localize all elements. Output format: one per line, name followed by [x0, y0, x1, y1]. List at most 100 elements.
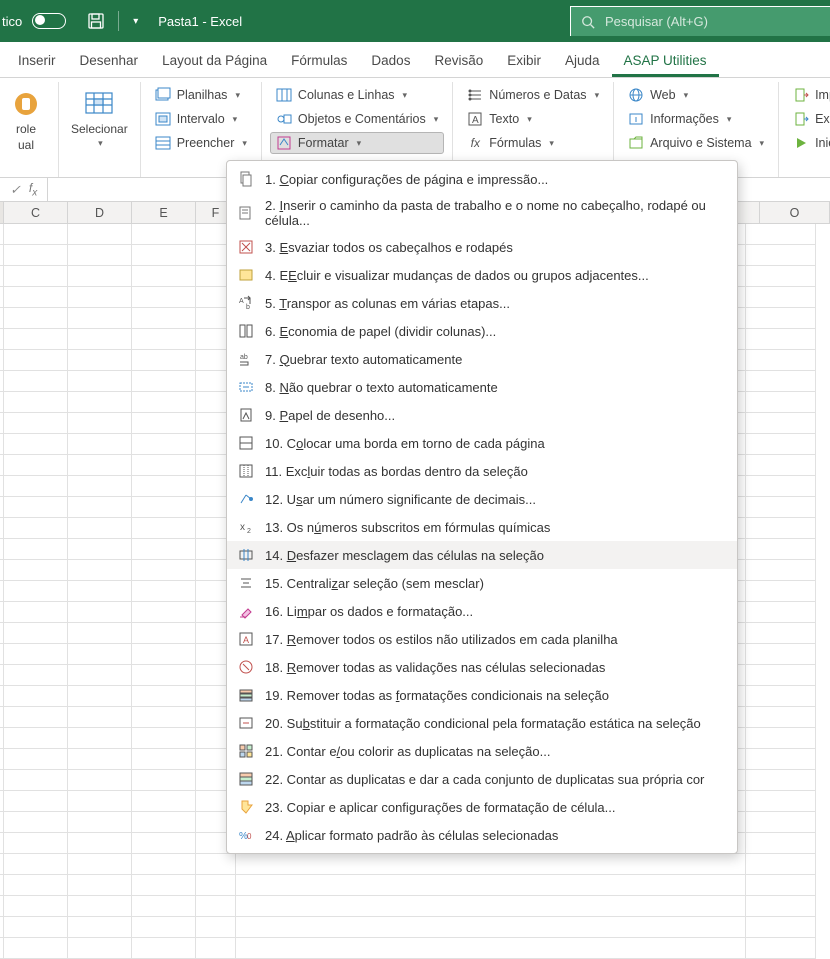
cell[interactable]	[132, 581, 196, 602]
cell[interactable]	[746, 329, 816, 350]
cell[interactable]	[132, 854, 196, 875]
col-o[interactable]: O	[760, 202, 830, 223]
cell[interactable]	[746, 518, 816, 539]
cell[interactable]	[68, 329, 132, 350]
preencher-button[interactable]: Preencher▾	[149, 132, 253, 154]
cell[interactable]	[4, 833, 68, 854]
cell[interactable]	[4, 581, 68, 602]
col-d[interactable]: D	[68, 202, 132, 223]
tab-inserir[interactable]: Inserir	[6, 45, 68, 77]
menu-item-5[interactable]: Ab5. Transpor as colunas em várias etapa…	[227, 289, 737, 317]
cell[interactable]	[236, 938, 746, 959]
menu-item-22[interactable]: 22. Contar as duplicatas e dar a cada co…	[227, 765, 737, 793]
menu-item-11[interactable]: 11. Excluir todas as bordas dentro da se…	[227, 457, 737, 485]
cell[interactable]	[68, 434, 132, 455]
cell[interactable]	[4, 644, 68, 665]
cell[interactable]	[132, 266, 196, 287]
cell[interactable]	[4, 875, 68, 896]
cell[interactable]	[4, 497, 68, 518]
arquivo-sistema-button[interactable]: Arquivo e Sistema▾	[622, 132, 770, 154]
cell[interactable]	[68, 770, 132, 791]
cell[interactable]	[236, 854, 746, 875]
cell[interactable]	[746, 644, 816, 665]
cell[interactable]	[132, 329, 196, 350]
cell[interactable]	[68, 875, 132, 896]
cell[interactable]	[132, 644, 196, 665]
cell[interactable]	[746, 854, 816, 875]
save-icon[interactable]	[82, 7, 110, 35]
cell[interactable]	[132, 224, 196, 245]
cell[interactable]	[68, 938, 132, 959]
cell[interactable]	[4, 917, 68, 938]
cell[interactable]	[746, 224, 816, 245]
cell[interactable]	[196, 917, 236, 938]
cell[interactable]	[4, 623, 68, 644]
cell[interactable]	[746, 392, 816, 413]
cell[interactable]	[196, 854, 236, 875]
cell[interactable]	[68, 560, 132, 581]
menu-item-7[interactable]: ab7. Quebrar texto automaticamente	[227, 345, 737, 373]
intervalo-button[interactable]: Intervalo▾	[149, 108, 253, 130]
cell[interactable]	[68, 665, 132, 686]
cell[interactable]	[746, 350, 816, 371]
cell[interactable]	[746, 497, 816, 518]
menu-item-23[interactable]: 23. Copiar e aplicar configurações de fo…	[227, 793, 737, 821]
cell[interactable]	[132, 896, 196, 917]
importar-button[interactable]: Importar▾	[787, 84, 830, 106]
cell[interactable]	[746, 875, 816, 896]
cell[interactable]	[4, 329, 68, 350]
cell[interactable]	[132, 833, 196, 854]
numeros-datas-button[interactable]: Números e Datas▾	[461, 84, 605, 106]
cell[interactable]	[4, 770, 68, 791]
cell[interactable]	[132, 623, 196, 644]
menu-item-1[interactable]: 1. Copiar configurações de página e impr…	[227, 165, 737, 193]
cell[interactable]	[4, 287, 68, 308]
cell[interactable]	[132, 602, 196, 623]
tab-revisao[interactable]: Revisão	[422, 45, 495, 77]
cell[interactable]	[746, 791, 816, 812]
cell[interactable]	[68, 854, 132, 875]
cell[interactable]	[4, 245, 68, 266]
cell[interactable]	[68, 287, 132, 308]
cell[interactable]	[132, 791, 196, 812]
cell[interactable]	[68, 686, 132, 707]
cell[interactable]	[4, 749, 68, 770]
cell[interactable]	[4, 728, 68, 749]
cell[interactable]	[236, 896, 746, 917]
menu-item-8[interactable]: 8. Não quebrar o texto automaticamente	[227, 373, 737, 401]
tab-dados[interactable]: Dados	[359, 45, 422, 77]
cell[interactable]	[68, 812, 132, 833]
cell[interactable]	[68, 644, 132, 665]
iniciar-button[interactable]: Iniciar▾	[787, 132, 830, 154]
cell[interactable]	[746, 749, 816, 770]
cell[interactable]	[236, 917, 746, 938]
cell[interactable]	[746, 371, 816, 392]
cell[interactable]	[746, 686, 816, 707]
cell[interactable]	[68, 917, 132, 938]
cell[interactable]	[4, 224, 68, 245]
menu-item-4[interactable]: 4. EEcluir e visualizar mudanças de dado…	[227, 261, 737, 289]
cell[interactable]	[746, 938, 816, 959]
cell[interactable]	[132, 413, 196, 434]
cell[interactable]	[746, 245, 816, 266]
cell[interactable]	[746, 434, 816, 455]
formatar-button[interactable]: Formatar▾	[270, 132, 444, 154]
cell[interactable]	[68, 728, 132, 749]
cell[interactable]	[4, 455, 68, 476]
menu-item-19[interactable]: 19. Remover todas as formatações condici…	[227, 681, 737, 709]
cell[interactable]	[132, 245, 196, 266]
cell[interactable]	[746, 266, 816, 287]
cell[interactable]	[132, 308, 196, 329]
cell[interactable]	[68, 266, 132, 287]
cell[interactable]	[68, 245, 132, 266]
menu-item-16[interactable]: 16. Limpar os dados e formatação...	[227, 597, 737, 625]
cell[interactable]	[746, 896, 816, 917]
cell[interactable]	[132, 665, 196, 686]
cell[interactable]	[68, 518, 132, 539]
cell[interactable]	[132, 455, 196, 476]
cell[interactable]	[4, 665, 68, 686]
menu-item-17[interactable]: A17. Remover todos os estilos não utiliz…	[227, 625, 737, 653]
cell[interactable]	[196, 938, 236, 959]
cell[interactable]	[132, 392, 196, 413]
informacoes-button[interactable]: Informações▾	[622, 108, 770, 130]
